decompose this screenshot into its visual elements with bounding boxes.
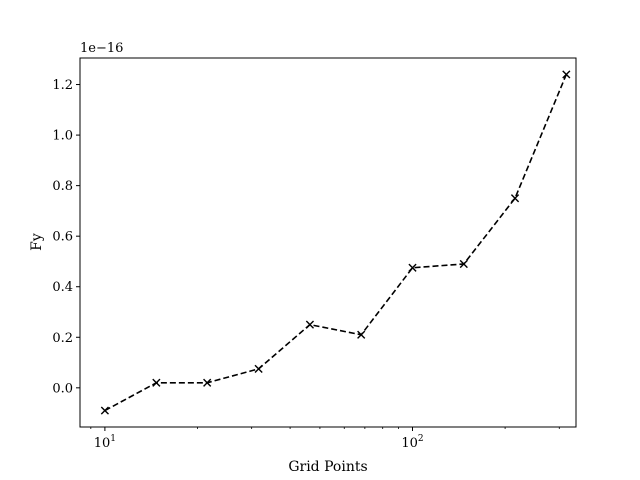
y-tick-label: 0.8 [52, 179, 73, 194]
data-point-marker [305, 320, 315, 329]
x-axis: 101 102 [90, 427, 560, 451]
data-point-marker [357, 330, 366, 339]
y-axis: 0.0 0.2 0.4 0.6 0.8 1.0 1.2 [52, 78, 80, 396]
axes-frame [79, 57, 577, 428]
data-point-marker [254, 364, 263, 373]
series-line [104, 74, 568, 412]
y-tick-label: 0.0 [52, 381, 73, 396]
y-tick-label: 1.0 [52, 129, 73, 144]
y-tick-label: 0.2 [52, 331, 73, 346]
data-point-marker [459, 259, 468, 269]
plot-area [100, 70, 571, 415]
data-point-marker [510, 194, 520, 203]
y-tick-label: 1.2 [52, 78, 73, 93]
data-point-marker [203, 378, 212, 387]
y-axis-label: Fy [29, 233, 45, 251]
x-axis-label: Grid Points [288, 459, 367, 475]
y-offset-text: 1e−16 [80, 41, 123, 56]
x-tick-label: 102 [401, 434, 423, 451]
y-tick-label: 0.6 [52, 230, 73, 245]
x-tick-label: 101 [94, 434, 116, 451]
data-point-marker [562, 70, 571, 79]
data-point-marker [100, 406, 109, 415]
data-point-marker [408, 263, 417, 272]
data-point-marker [152, 378, 161, 387]
y-tick-label: 0.4 [52, 280, 73, 295]
